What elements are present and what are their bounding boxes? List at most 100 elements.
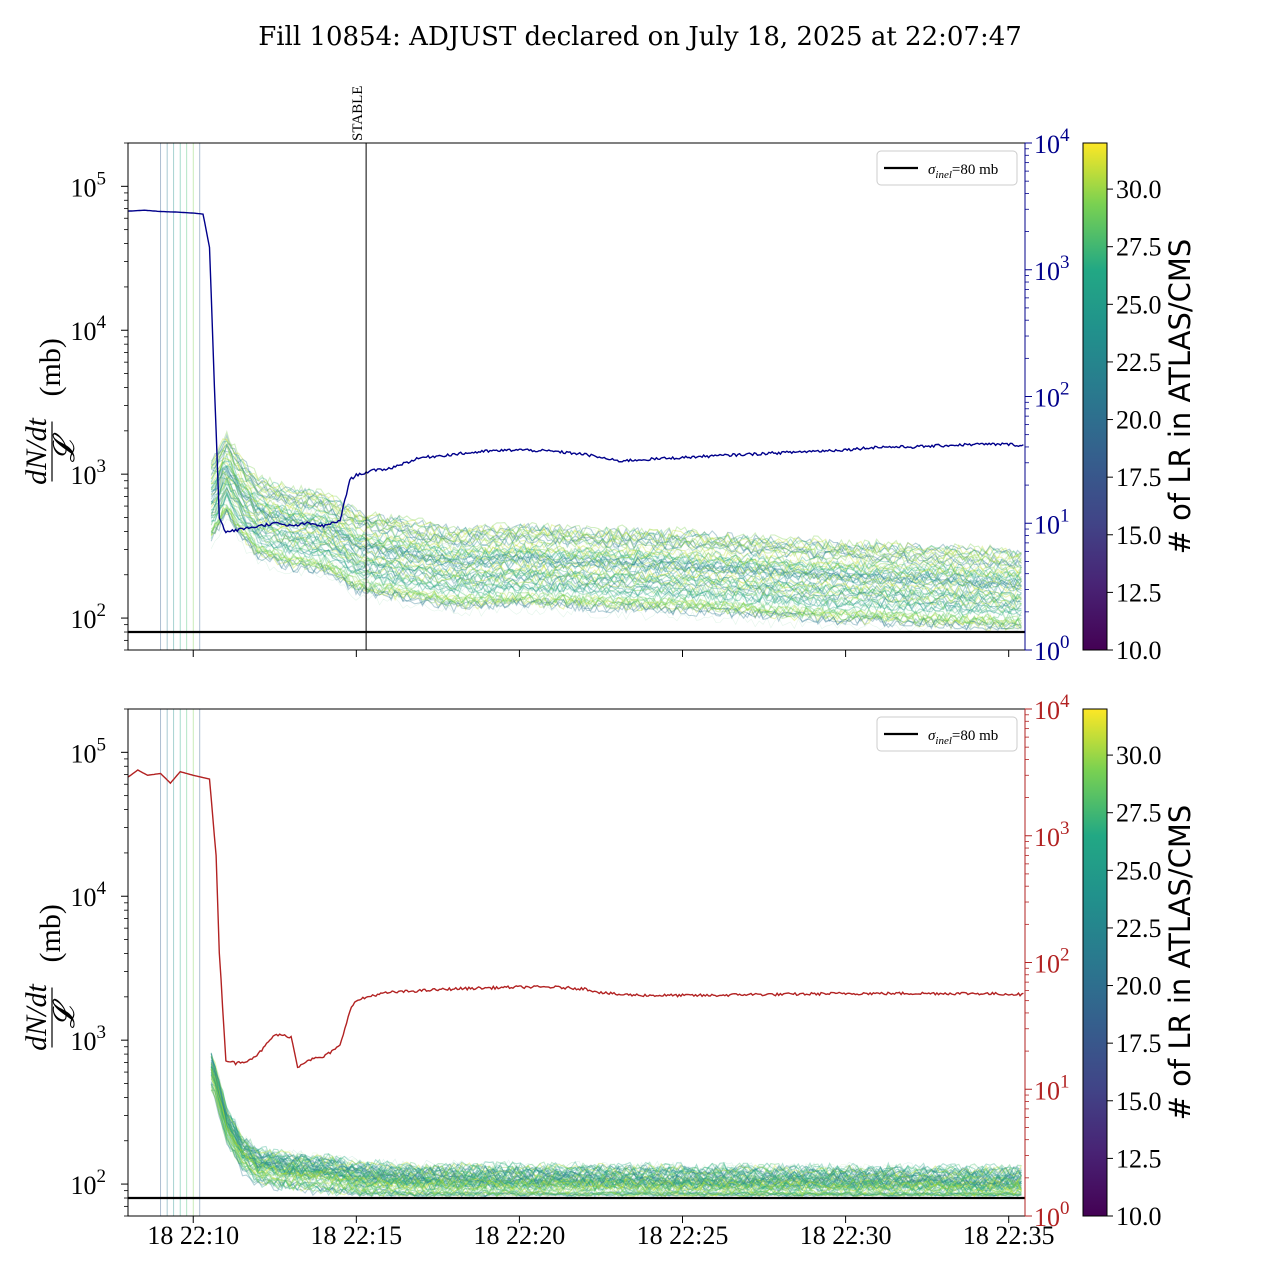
bunch-curve (210, 438, 1022, 560)
bunch-curve (210, 1077, 1022, 1198)
bunch-curve (210, 1071, 1022, 1189)
bunch-curve (210, 1083, 1022, 1198)
bunch-curve (211, 485, 1022, 610)
bunch-curve (210, 439, 1022, 566)
bunch-curve (210, 1063, 1022, 1186)
right-y-tick-label: 104 (1034, 125, 1070, 159)
bunch-curve (210, 1061, 1022, 1188)
bunch-curve (210, 458, 1022, 575)
bunch-curve (210, 430, 1022, 558)
bunch-curve (210, 1065, 1022, 1187)
colorbar-tick-label: 25.0 (1116, 856, 1162, 885)
bunch-curve (211, 492, 1022, 612)
bunch-curve (210, 1052, 1022, 1178)
bunch-curve (210, 1075, 1022, 1198)
bunch-curve (210, 1086, 1022, 1198)
bunch-curve (210, 479, 1022, 605)
bunch-curve (211, 466, 1022, 592)
colorbar-tick-label: 17.5 (1116, 463, 1162, 492)
bunch-curve (210, 1066, 1022, 1184)
bunch-curve (210, 506, 1022, 628)
bunch-curve (210, 1068, 1022, 1193)
bunch-curve (210, 511, 1022, 632)
bunch-curve (210, 463, 1022, 582)
bunch-curve (210, 466, 1022, 589)
bunch-curve (210, 1075, 1022, 1191)
bunch-curve (210, 1073, 1022, 1192)
bunch-curve (210, 518, 1022, 631)
left-y-tick-label: 104 (71, 878, 107, 912)
axes-frame (127, 708, 1026, 1217)
bunch-curve (211, 437, 1022, 562)
bunch-curve (210, 494, 1022, 617)
x-tick-label: 18 22:10 (147, 1221, 239, 1250)
bunch-curve (210, 1062, 1022, 1179)
bunch-curve (210, 1076, 1022, 1194)
bunch-curve (210, 486, 1022, 608)
bunch-curve (210, 477, 1022, 599)
legend-label: σinel=80 mb (928, 162, 998, 181)
bunch-curve (210, 1055, 1022, 1176)
bunch-curve (210, 1061, 1022, 1183)
legend-label: σinel=80 mb (928, 728, 998, 747)
right-y-tick-label: 100 (1034, 632, 1070, 666)
x-tick-label: 18 22:25 (637, 1221, 729, 1250)
bunch-curve (211, 488, 1022, 609)
colorbar-tick-label: 22.5 (1116, 348, 1162, 377)
bunch-curve (210, 1068, 1022, 1192)
right-y-tick-label: 101 (1034, 505, 1070, 539)
bunch-curve (210, 1059, 1022, 1183)
x-tick-label: 18 22:30 (800, 1221, 892, 1250)
y-label-unit: (mb) (34, 338, 67, 396)
bunch-curve (211, 1071, 1022, 1189)
bunch-curve (210, 474, 1022, 592)
bunch-curve (210, 460, 1022, 581)
bunch-curve (210, 469, 1022, 592)
bunch-curve (211, 457, 1022, 578)
bunch-curve (210, 1055, 1022, 1181)
bunch-curve (210, 1055, 1022, 1177)
bunch-curve (210, 1078, 1022, 1198)
bunch-curve (210, 1069, 1022, 1191)
bunch-curve (210, 1072, 1022, 1194)
bunch-curve (210, 1077, 1022, 1198)
colorbar-tick-label: 10.0 (1116, 636, 1162, 665)
y-label-unit: (mb) (34, 904, 67, 962)
bunch-curve (211, 481, 1022, 603)
right-y-tick-label: 103 (1034, 818, 1070, 852)
bunch-curve (210, 460, 1022, 584)
stable-marker-label: STABLE (350, 86, 366, 141)
bunch-curve (210, 508, 1022, 632)
bunch-curve (210, 466, 1022, 583)
bunch-curve (210, 508, 1022, 631)
bunch-curve (210, 470, 1022, 596)
colorbar (1082, 708, 1108, 1217)
bunch-curve (210, 1066, 1022, 1183)
figure-title: Fill 10854: ADJUST declared on July 18, … (258, 22, 1022, 52)
colorbar-tick-label: 17.5 (1116, 1029, 1162, 1058)
bunch-curve (210, 1085, 1022, 1198)
bunch-curve (210, 478, 1022, 600)
bunch-curve (210, 508, 1022, 631)
bottom-panel: 102 103 104 105 100 101 102 103 104 18 22:10 18 22… (20, 691, 1197, 1250)
bunch-curve (210, 1063, 1022, 1188)
colorbar-tick-label: 30.0 (1116, 741, 1162, 770)
colorbar-tick-label: 15.0 (1116, 521, 1162, 550)
left-y-tick-label: 105 (71, 734, 107, 768)
bunch-curve (210, 1076, 1022, 1198)
bunch-curve (210, 1067, 1022, 1191)
bunch-curve (210, 1086, 1022, 1197)
bunch-curve (210, 1059, 1022, 1176)
bunch-curve (210, 443, 1022, 569)
bunch-curve (210, 492, 1022, 617)
bunch-curve (210, 1053, 1022, 1177)
legend-box (876, 716, 1018, 752)
bunch-curve (210, 470, 1022, 592)
bunch-curve (210, 465, 1022, 584)
colorbar-tick-label: 12.5 (1116, 578, 1162, 607)
x-tick-label: 18 22:20 (474, 1221, 566, 1250)
bunch-curve (211, 448, 1022, 569)
bunch-curve (210, 503, 1022, 631)
bunch-curve (210, 462, 1022, 583)
right-y-tick-label: 104 (1034, 691, 1070, 725)
